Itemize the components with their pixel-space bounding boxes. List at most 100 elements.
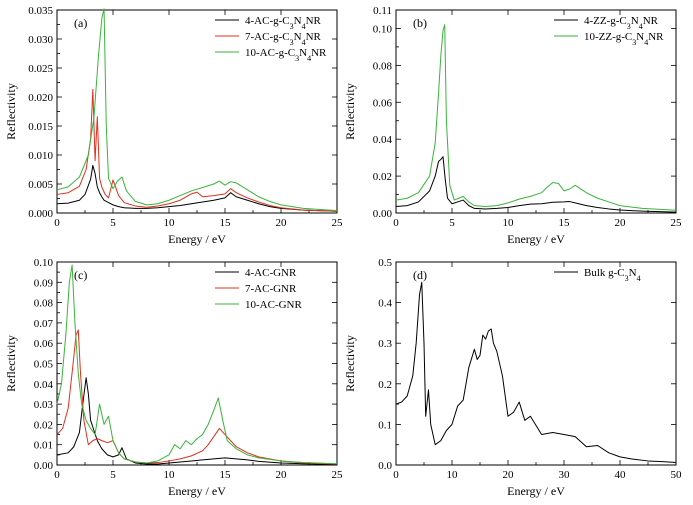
panel-label: (d) — [413, 268, 427, 282]
legend-text-mid: N — [631, 15, 639, 27]
x-tick-label: 10 — [447, 469, 459, 481]
panel-2: 0 5 10 15 20 25 0.00 0.01 0.02 0.03 0.04 0.05 0.06 0.… — [4, 257, 343, 498]
legend-text-sub2: 4 — [644, 38, 648, 47]
y-tick-label: 0.04 — [373, 134, 393, 146]
y-axis-label: Reflectivity — [4, 83, 18, 140]
panel-3: 0 10 20 30 40 50 0.0 0.1 0.2 0.3 0.4 0.5 Energy / eV… — [343, 257, 682, 498]
legend-entry: 4-AC-GNR — [245, 267, 297, 279]
y-tick-label: 0.04 — [34, 379, 54, 391]
legend-text-sub1: 3 — [627, 22, 631, 31]
y-axis-label: Reflectivity — [4, 335, 18, 392]
y-tick-label: 0.11 — [373, 5, 392, 17]
series-line-0 — [395, 281, 677, 464]
series-line-1 — [56, 88, 338, 212]
x-tick-label: 50 — [671, 469, 683, 481]
legend-text-pre: 4-ZZ-g-C — [584, 15, 627, 27]
legend-entry: Bulk g-C3N4 — [584, 267, 641, 283]
y-tick-label: 0.000 — [28, 208, 53, 220]
x-axis-label: Energy / eV — [507, 232, 565, 246]
y-tick-label: 0.015 — [28, 121, 53, 133]
legend-entry: 4-ZZ-g-C3N4NR — [584, 15, 659, 31]
x-axis-label: Energy / eV — [507, 484, 565, 498]
x-tick-label: 0 — [54, 217, 60, 229]
legend-text-sub1: 3 — [290, 22, 294, 31]
legend-entry: 7-AC-g-C3N4NR — [245, 31, 322, 47]
y-tick-label: 0.00 — [373, 208, 393, 220]
legend-text-pre: 4-AC-g-C — [245, 15, 290, 27]
x-tick-label: 30 — [559, 469, 571, 481]
x-tick-label: 10 — [503, 217, 515, 229]
y-tick-label: 0.4 — [378, 298, 392, 310]
panel-label: (a) — [74, 16, 87, 30]
y-axis-label: Reflectivity — [343, 83, 357, 140]
x-axis-label: Energy / eV — [168, 232, 226, 246]
y-tick-label: 0.06 — [373, 97, 393, 109]
x-tick-label: 20 — [615, 217, 627, 229]
legend-text-sub1: 3 — [625, 274, 629, 283]
legend-text-post: NR — [643, 15, 659, 27]
legend-text-sub2: 4 — [302, 38, 306, 47]
legend-text-pre: 7-AC-g-C — [245, 31, 290, 43]
plot-frame — [395, 261, 677, 466]
y-tick-label: 0.5 — [378, 257, 392, 269]
y-tick-label: 0.00 — [34, 460, 54, 472]
y-tick-label: 0.02 — [34, 419, 53, 431]
x-tick-label: 20 — [503, 469, 515, 481]
legend-text-post: NR — [306, 15, 322, 27]
legend-text-post: NR — [648, 31, 664, 43]
panel-0: 0 5 10 15 20 25 0.000 0.005 0.010 0.015 0.020 0.025… — [4, 5, 343, 246]
legend-entry: 10-AC-GNR — [245, 299, 302, 311]
y-tick-label: 0.06 — [34, 338, 54, 350]
y-tick-label: 0.2 — [378, 379, 392, 391]
y-axis-label: Reflectivity — [343, 335, 357, 392]
x-tick-label: 15 — [559, 217, 571, 229]
y-tick-label: 0.01 — [34, 440, 53, 452]
legend-text-sub2: 4 — [307, 54, 311, 63]
y-tick-label: 0.3 — [378, 338, 392, 350]
panel-label: (c) — [74, 268, 87, 282]
y-tick-label: 0.05 — [34, 359, 54, 371]
legend-text-pre: Bulk g-C — [584, 267, 625, 279]
legend-text-sub1: 3 — [295, 54, 299, 63]
y-tick-label: 0.035 — [28, 5, 53, 17]
y-tick-label: 0.07 — [34, 318, 54, 330]
y-tick-label: 0.030 — [28, 34, 53, 46]
x-tick-label: 15 — [220, 217, 232, 229]
x-tick-label: 40 — [615, 469, 627, 481]
legend-text-pre: 10-ZZ-g-C — [584, 31, 632, 43]
y-tick-label: 0.0 — [378, 460, 392, 472]
x-tick-label: 0 — [54, 469, 60, 481]
series-line-0 — [395, 156, 677, 213]
legend-text-mid: N — [636, 31, 644, 43]
y-tick-label: 0.020 — [28, 92, 53, 104]
series-line-2 — [56, 264, 338, 465]
y-tick-label: 0.10 — [373, 23, 393, 35]
y-tick-label: 0.02 — [373, 171, 392, 183]
legend-text-mid: N — [294, 15, 302, 27]
legend-text-sub2: 4 — [637, 274, 641, 283]
legend-entry: 4-AC-g-C3N4NR — [245, 15, 322, 31]
legend-entry: 7-AC-GNR — [245, 283, 297, 295]
y-tick-label: 0.1 — [378, 419, 392, 431]
legend-entry: 10-AC-g-C3N4NR — [245, 47, 327, 63]
legend-entry: 10-ZZ-g-C3N4NR — [584, 31, 664, 47]
series-line-0 — [56, 164, 338, 212]
y-tick-label: 0.09 — [34, 277, 54, 289]
series-line-0 — [56, 377, 338, 465]
x-tick-label: 15 — [220, 469, 232, 481]
legend-text-post: NR — [306, 31, 322, 43]
y-tick-label: 0.08 — [373, 60, 393, 72]
series-line-1 — [395, 24, 677, 211]
x-tick-label: 10 — [164, 469, 176, 481]
series-line-2 — [56, 8, 338, 212]
x-tick-label: 5 — [110, 469, 116, 481]
x-tick-label: 5 — [449, 217, 455, 229]
x-axis-label: Energy / eV — [168, 484, 226, 498]
y-tick-label: 0.010 — [28, 150, 53, 162]
x-tick-label: 20 — [276, 217, 288, 229]
y-tick-label: 0.10 — [34, 257, 54, 269]
legend-text-post: NR — [311, 47, 327, 59]
x-tick-label: 0 — [393, 469, 399, 481]
x-tick-label: 10 — [164, 217, 176, 229]
